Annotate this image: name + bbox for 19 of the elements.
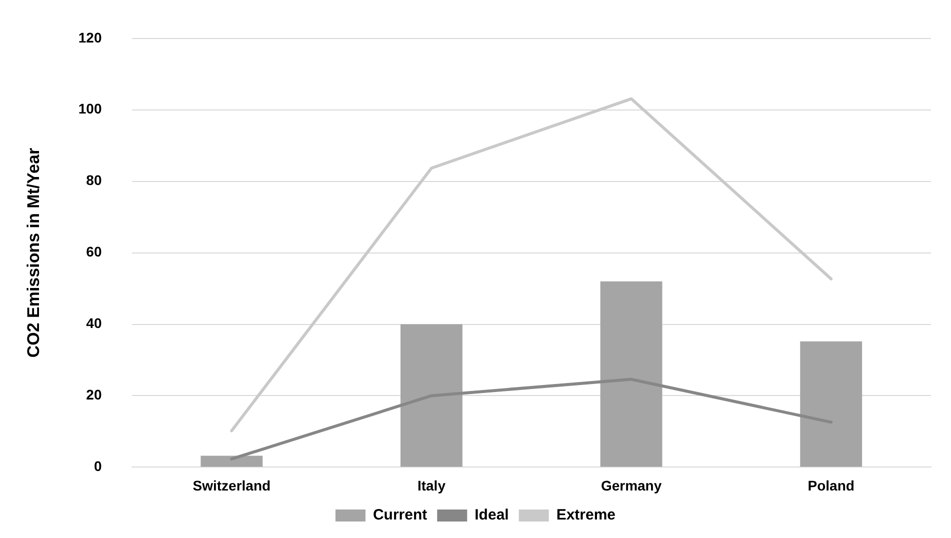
y-axis-title: CO2 Emissions in Mt/Year [24,148,43,358]
x-tick-label: Switzerland [192,477,271,494]
bar [400,324,462,467]
y-tick-label: 80 [86,172,102,188]
bar [200,456,263,467]
y-tick-label: 0 [94,458,102,474]
bar [800,341,862,467]
legend-label: Current [372,506,428,524]
y-tick-label: 60 [86,244,102,260]
x-tick-label: Italy [417,477,446,494]
legend-label: Extreme [556,506,616,524]
y-tick-label: 120 [78,29,102,46]
y-tick-label: 40 [86,315,102,332]
legend-label: Ideal [474,506,509,524]
bar [600,281,662,467]
x-tick-label: Poland [808,477,854,494]
y-tick-label: 20 [86,386,102,403]
x-tick-label: Germany [600,477,662,494]
y-tick-label: 100 [78,100,102,117]
